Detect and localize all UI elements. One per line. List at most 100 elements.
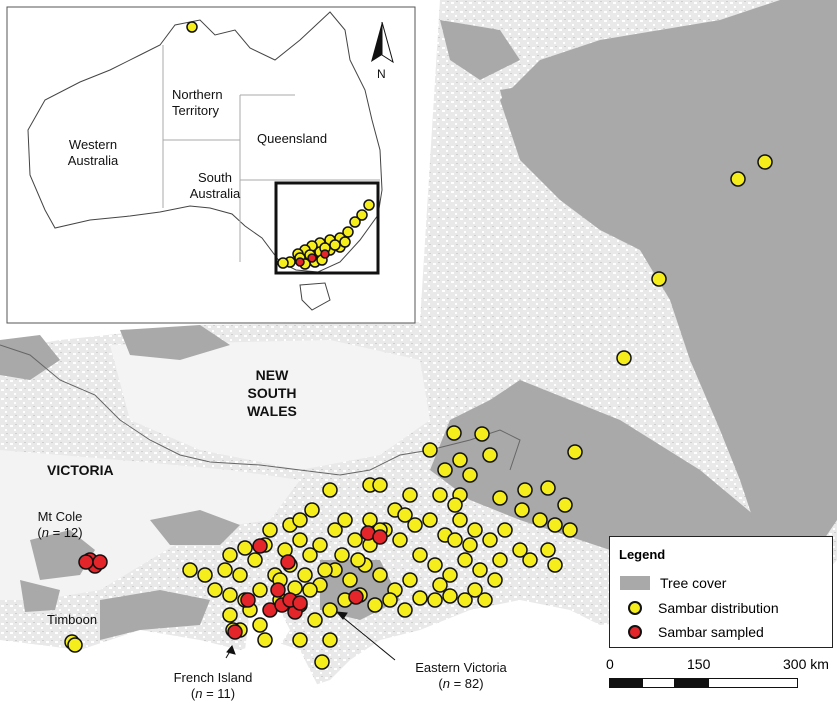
distribution-point (467, 522, 483, 538)
tree-cover-layer (0, 0, 837, 640)
distribution-point (362, 512, 378, 528)
scale-label-300: 300 km (783, 656, 829, 672)
distribution-point (492, 490, 508, 506)
distribution-point (422, 442, 438, 458)
distribution-point (487, 572, 503, 588)
bay-water (245, 600, 290, 660)
distribution-point (314, 654, 330, 670)
label-timboon: Timboon (47, 612, 98, 627)
distribution-point (432, 577, 448, 593)
label-eastern-victoria: Eastern Victoria (n = 82) (415, 660, 507, 691)
distribution-point (257, 632, 273, 648)
distribution-point (67, 637, 83, 653)
distribution-point (222, 587, 238, 603)
distribution-point (567, 444, 583, 460)
distribution-point (532, 512, 548, 528)
distribution-point (447, 497, 463, 513)
distribution-point (462, 467, 478, 483)
southern-ocean (0, 640, 300, 721)
distribution-point (402, 487, 418, 503)
sampled-point (227, 624, 243, 640)
legend: Legend Tree cover Sambar distribution Sa… (609, 536, 833, 648)
distribution-point (334, 547, 350, 563)
distribution-point (247, 552, 263, 568)
inset-extent-box (274, 181, 380, 275)
distribution-point (347, 532, 363, 548)
inset-map (6, 6, 416, 324)
inset-distribution-point (356, 209, 368, 221)
distribution-point (222, 607, 238, 623)
distribution-point (412, 547, 428, 563)
label-south-australia: South Australia (189, 170, 241, 201)
scale-label-150: 150 (687, 656, 711, 672)
distribution-point (432, 487, 448, 503)
label-queensland: Queensland (257, 131, 328, 146)
distribution-point (730, 171, 746, 187)
distribution-point (457, 592, 473, 608)
distribution-point (342, 572, 358, 588)
sampled-point (270, 582, 286, 598)
distribution-point (474, 426, 490, 442)
distribution-point (307, 612, 323, 628)
distribution-point (442, 567, 458, 583)
distribution-point (207, 582, 223, 598)
north-arrow-icon (371, 21, 394, 64)
scale-segment (642, 678, 675, 688)
inset-distribution-point (329, 239, 341, 251)
distribution-point (322, 602, 338, 618)
label-nsw: NEW SOUTH WALES (247, 367, 297, 419)
sampled-point (372, 529, 388, 545)
legend-title: Legend (619, 547, 666, 562)
sampled-point (292, 595, 308, 611)
distribution-point (252, 617, 268, 633)
distribution-point (327, 522, 343, 538)
distribution-point (477, 592, 493, 608)
scale-label-0: 0 (606, 656, 614, 672)
sampled-point (348, 589, 364, 605)
tasmania-outline (299, 282, 331, 311)
distribution-point (312, 537, 328, 553)
legend-item-sampled: Sambar sampled (620, 621, 764, 643)
distribution-point (547, 517, 563, 533)
distribution-point (482, 532, 498, 548)
label-mt-cole: Mt Cole (n = 12) (37, 509, 83, 540)
inset-distribution-point (339, 236, 351, 248)
inset-distribution-point (277, 257, 289, 269)
distribution-point (437, 462, 453, 478)
distribution-point (407, 517, 423, 533)
inset-dots (186, 21, 375, 270)
legend-label: Sambar sampled (658, 624, 764, 640)
inset-state-lines (162, 45, 380, 262)
distribution-point (547, 557, 563, 573)
distribution-point (412, 590, 428, 606)
distribution-point (292, 532, 308, 548)
scale-bar: 0 150 300 km (606, 656, 829, 696)
distribution-point (616, 350, 632, 366)
scale-segment (609, 678, 642, 688)
sampled-point (240, 592, 256, 608)
distribution-point (514, 502, 530, 518)
distribution-point (397, 507, 413, 523)
distribution-point (292, 512, 308, 528)
inset-distribution-point (363, 199, 375, 211)
distribution-point (457, 552, 473, 568)
inset-distribution-point (349, 216, 361, 228)
distribution-point (397, 602, 413, 618)
distribution-point (517, 482, 533, 498)
scale-segment (675, 678, 708, 688)
distribution-point (446, 425, 462, 441)
distribution-point (540, 542, 556, 558)
distribution-point (392, 532, 408, 548)
legend-item-distribution: Sambar distribution (620, 597, 779, 619)
sampled-point (78, 554, 94, 570)
distribution-point (337, 512, 353, 528)
distribution-point (382, 592, 398, 608)
distribution-point (302, 582, 318, 598)
sampled-point (92, 554, 108, 570)
distribution-point (557, 497, 573, 513)
distribution-point (297, 567, 313, 583)
distribution-point (452, 512, 468, 528)
distribution-point (372, 477, 388, 493)
distribution-point (302, 547, 318, 563)
